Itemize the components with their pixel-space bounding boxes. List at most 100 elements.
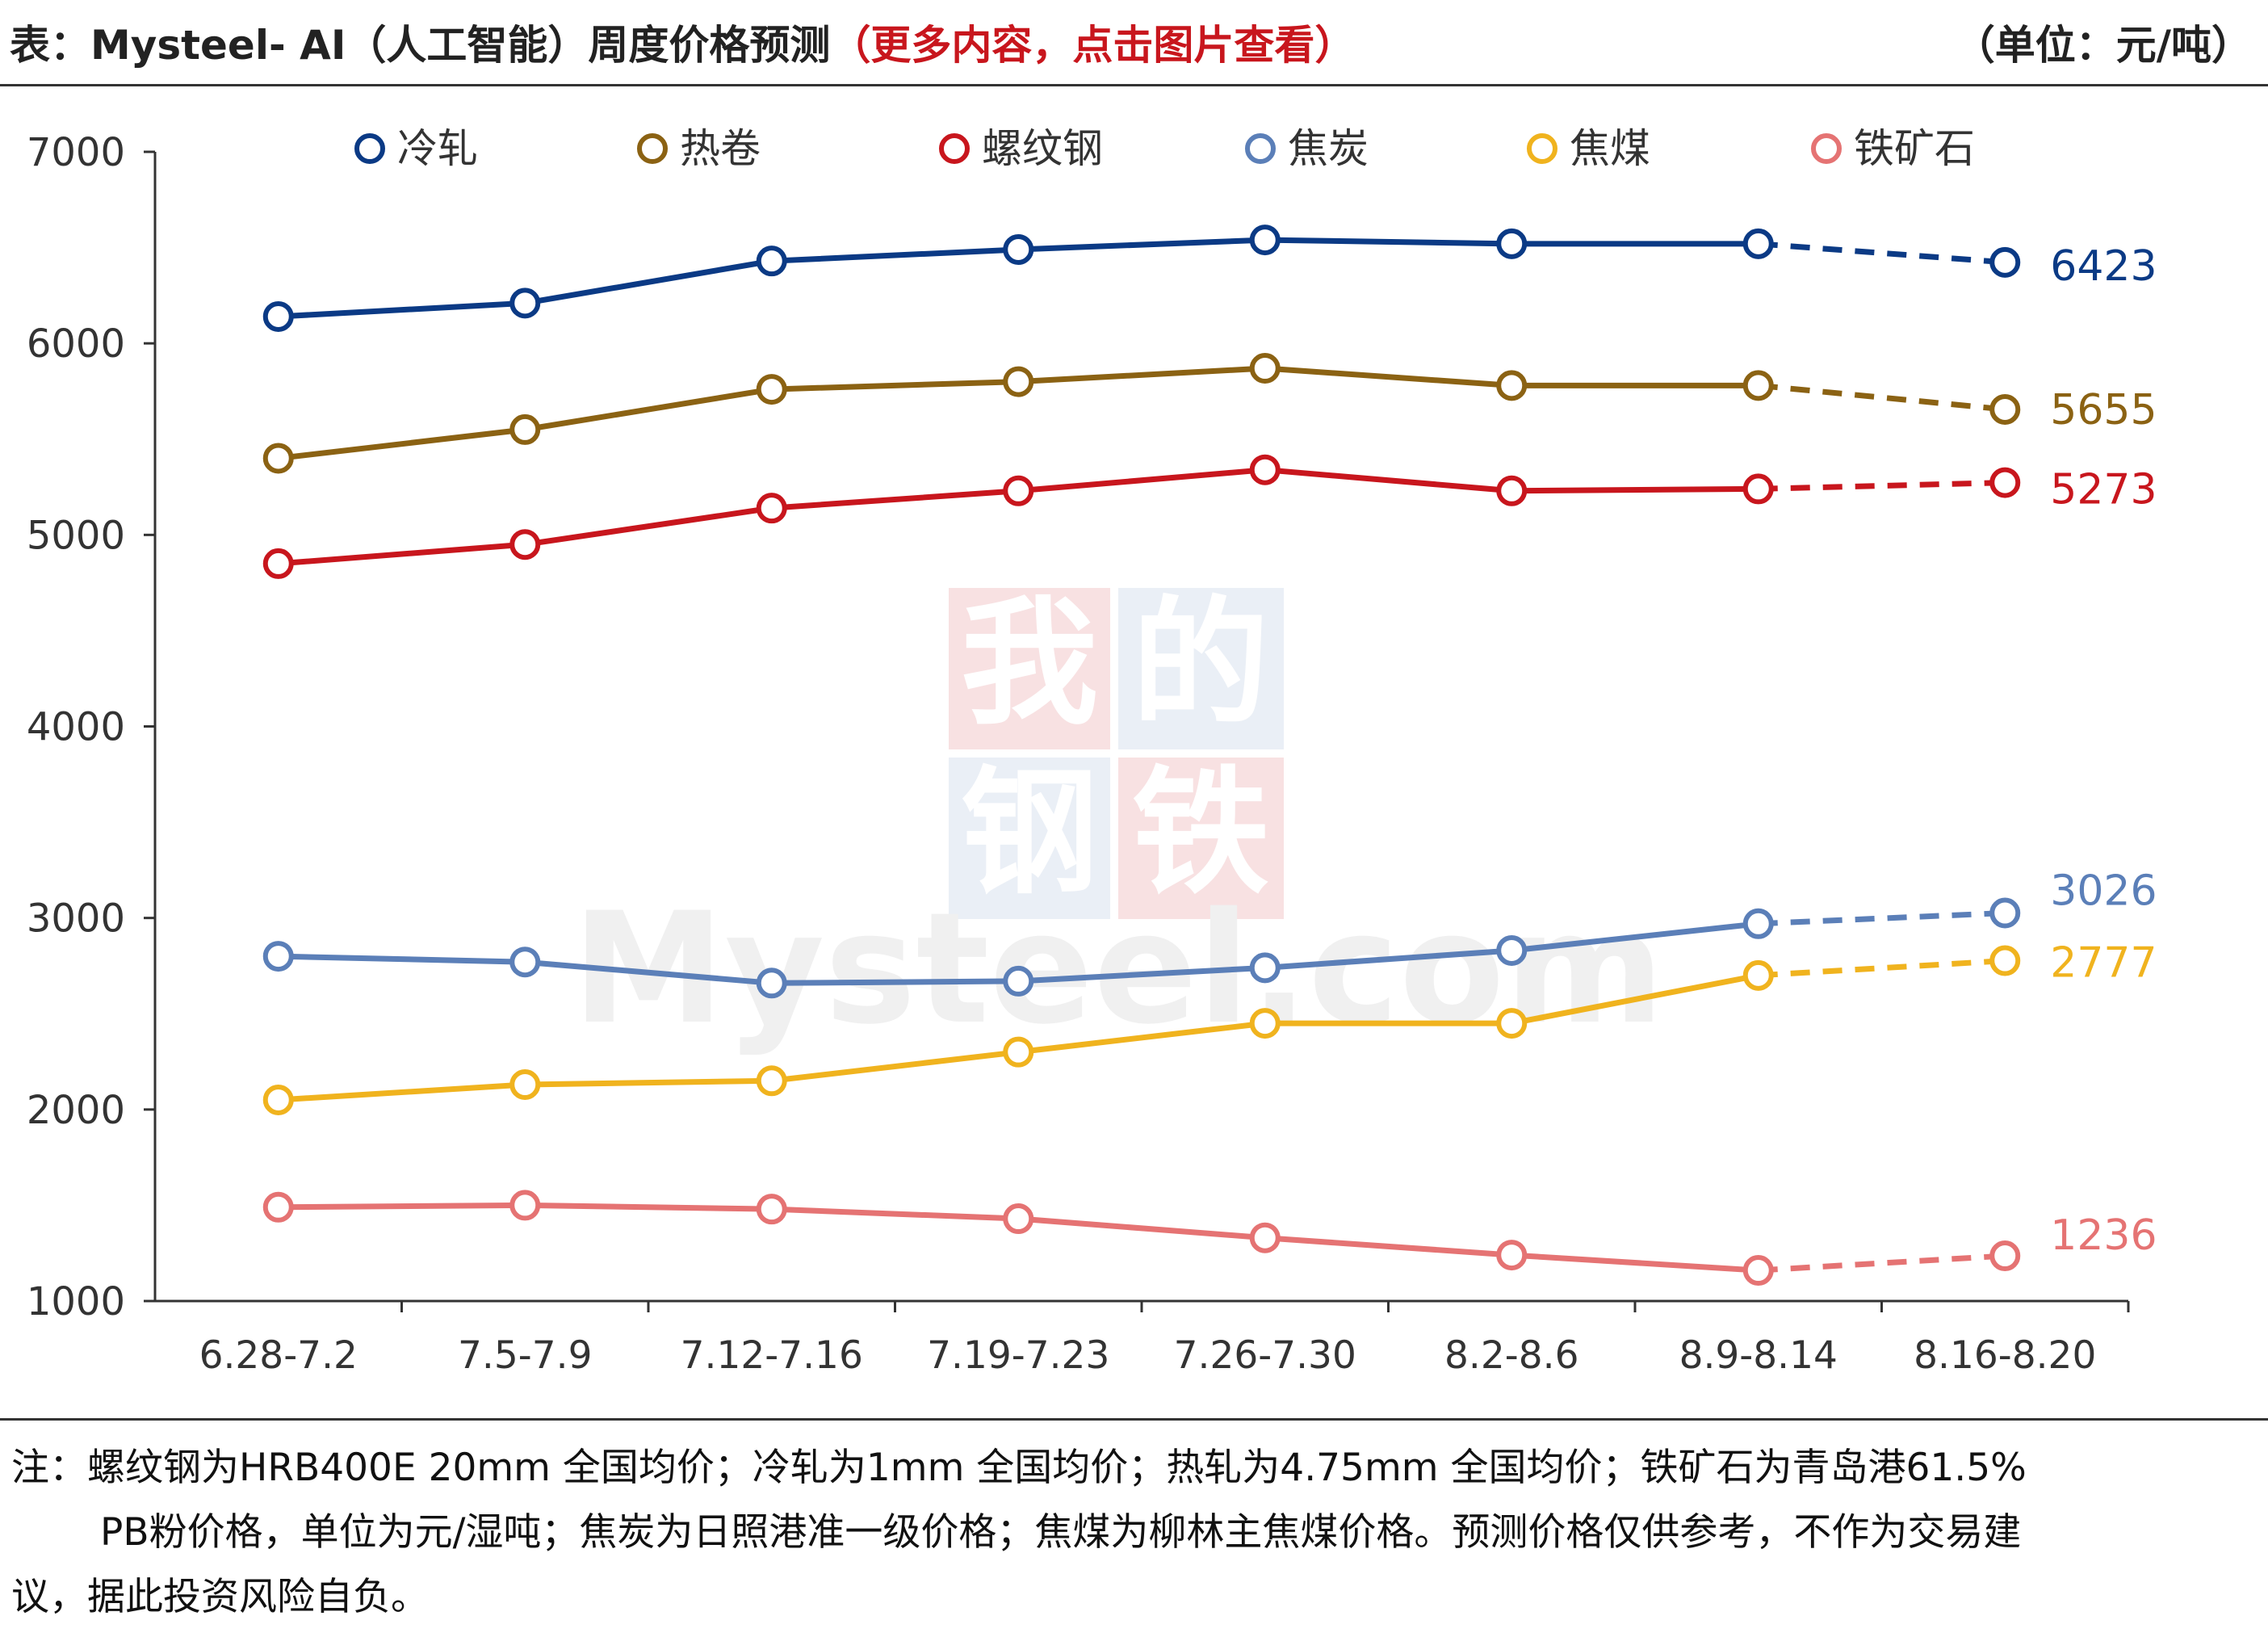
x-tick-label: 7.26-7.30 xyxy=(1174,1333,1356,1378)
data-point xyxy=(1742,473,1774,505)
watermark-char: 钢 xyxy=(961,753,1098,913)
data-point xyxy=(1003,965,1034,997)
watermark: 我 的 钢 铁 Mysteel.com xyxy=(572,584,1664,1058)
legend-marker xyxy=(1527,133,1557,164)
legend-marker xyxy=(354,133,385,164)
x-tick-label: 8.16-8.20 xyxy=(1914,1333,2096,1378)
data-point xyxy=(262,1191,294,1223)
data-point xyxy=(1742,1255,1774,1287)
data-point xyxy=(1989,897,2021,929)
data-point xyxy=(756,493,787,524)
series-group: 6423 5655 5273 3026 2777 1236 xyxy=(262,225,2157,1287)
data-label: 6423 xyxy=(2050,242,2157,291)
data-label: 1236 xyxy=(2050,1211,2157,1260)
legend-label: 铁矿石 xyxy=(1854,125,1975,172)
data-point xyxy=(1249,1008,1281,1039)
data-point xyxy=(1496,228,1528,259)
data-point xyxy=(1989,393,2021,425)
title-text: 表：Mysteel- AI（人工智能）周度价格预测 xyxy=(10,22,831,69)
x-tick-label: 7.5-7.9 xyxy=(458,1333,592,1378)
x-tick-label: 8.2-8.6 xyxy=(1444,1333,1578,1378)
forecast-line xyxy=(1758,480,2006,492)
legend-marker xyxy=(1811,133,1842,164)
y-tick-label: 1000 xyxy=(27,1279,125,1324)
data-point xyxy=(262,548,294,579)
data-point xyxy=(509,1190,541,1221)
data-point xyxy=(1249,352,1281,384)
data-point xyxy=(1742,908,1774,939)
data-point xyxy=(262,300,294,332)
forecast-line xyxy=(1758,958,2006,979)
data-point xyxy=(1496,1240,1528,1271)
data-point xyxy=(756,246,787,277)
x-tick-label: 7.12-7.16 xyxy=(681,1333,863,1378)
forecast-line xyxy=(1758,241,2006,266)
footnote-line: PB粉价格，单位为元/湿吨；焦炭为日照港准一级价格；焦煤为柳林主焦煤价格。预测价… xyxy=(100,1510,2022,1555)
data-point xyxy=(1989,945,2021,976)
y-tick-label: 3000 xyxy=(27,896,125,942)
y-tick-label: 2000 xyxy=(27,1088,125,1133)
data-point xyxy=(1496,1008,1528,1039)
data-point xyxy=(756,968,787,999)
data-point xyxy=(1989,467,2021,498)
legend-marker xyxy=(1245,133,1276,164)
data-point xyxy=(1742,228,1774,259)
x-tick-label: 6.28-7.2 xyxy=(199,1333,358,1378)
legend-label: 热卷 xyxy=(680,125,761,172)
watermark-char: 的 xyxy=(1132,584,1269,744)
data-point xyxy=(1496,475,1528,506)
header-divider xyxy=(0,84,2268,86)
data-point xyxy=(1003,1036,1034,1068)
chart-title: 表：Mysteel- AI（人工智能）周度价格预测（更多内容，点击图片查看） xyxy=(10,13,1355,71)
data-point xyxy=(509,413,541,445)
unit-label: （单位：元/吨） xyxy=(1954,22,2252,69)
footnote: 注：螺纹钢为HRB400E 20mm 全国均价；冷轧为1mm 全国均价；热轧为4… xyxy=(11,1436,2256,1630)
forecast-line xyxy=(1758,1253,2006,1274)
legend-label: 焦炭 xyxy=(1288,125,1369,172)
legend-label: 冷轧 xyxy=(397,125,478,172)
data-point xyxy=(262,443,294,474)
data-point xyxy=(262,1084,294,1115)
data-label: 3026 xyxy=(2050,867,2157,916)
data-point xyxy=(509,1069,541,1101)
data-point xyxy=(1003,1203,1034,1235)
data-point xyxy=(756,1065,787,1097)
line-chart: 我 的 钢 铁 Mysteel.com 1000 2000 3000 4000 5000… xyxy=(27,125,2157,1378)
data-point xyxy=(756,374,787,405)
data-point xyxy=(1989,1240,2021,1272)
data-point xyxy=(1496,934,1528,966)
legend-marker xyxy=(637,133,668,164)
data-point xyxy=(1249,1222,1281,1253)
y-tick-label: 7000 xyxy=(27,130,125,175)
data-point xyxy=(509,947,541,978)
axes: 1000 2000 3000 4000 5000 6000 7000 6.28-7.2 7.5-… xyxy=(27,130,2130,1378)
data-label: 5273 xyxy=(2050,466,2157,514)
data-point xyxy=(756,1194,787,1225)
legend-marker xyxy=(939,133,970,164)
data-point xyxy=(509,288,541,319)
data-point xyxy=(1249,454,1281,485)
data-point xyxy=(1249,952,1281,984)
title-link-text[interactable]: （更多内容，点击图片查看） xyxy=(830,22,1356,69)
forecast-line xyxy=(1758,382,2006,413)
data-point xyxy=(1989,246,2021,278)
y-tick-label: 4000 xyxy=(27,705,125,750)
data-point xyxy=(1003,475,1034,506)
data-point xyxy=(509,529,541,560)
data-point xyxy=(1003,366,1034,397)
x-tick-label: 8.9-8.14 xyxy=(1679,1333,1838,1378)
data-point xyxy=(1249,225,1281,256)
watermark-text: Mysteel.com xyxy=(572,879,1664,1058)
data-point xyxy=(262,941,294,972)
legend: 冷轧 热卷 螺纹钢 焦炭 焦煤 铁矿石 xyxy=(354,125,1975,172)
data-point xyxy=(1496,370,1528,401)
legend-label: 焦煤 xyxy=(1570,125,1650,172)
legend-label: 螺纹钢 xyxy=(982,125,1103,172)
data-point xyxy=(1003,233,1034,265)
forecast-line xyxy=(1758,910,2006,927)
watermark-char: 我 xyxy=(961,584,1098,744)
header: 表：Mysteel- AI（人工智能）周度价格预测（更多内容，点击图片查看） （… xyxy=(0,0,2268,84)
x-tick-label: 7.19-7.23 xyxy=(927,1333,1109,1378)
footnote-line: 议，据此投资风险自负。 xyxy=(11,1575,429,1619)
data-point xyxy=(1742,959,1774,991)
